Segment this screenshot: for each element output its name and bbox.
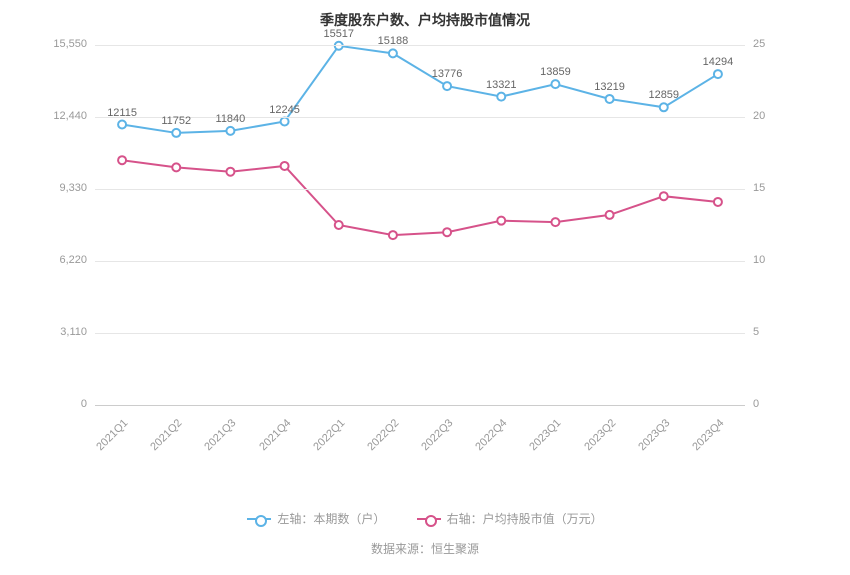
- gridline: [95, 189, 745, 190]
- series-marker: [172, 163, 180, 171]
- gridline: [95, 261, 745, 262]
- data-label: 12245: [269, 104, 300, 116]
- series-line: [122, 160, 718, 235]
- legend-item-right: 右轴：户均持股市值（万元）: [417, 510, 603, 527]
- data-label: 13219: [594, 81, 625, 93]
- gridline: [95, 405, 745, 406]
- series-marker: [281, 118, 289, 126]
- data-label: 11840: [216, 113, 246, 125]
- y-axis-left-label: 3,110: [60, 326, 95, 338]
- series-marker: [335, 221, 343, 229]
- series-marker: [389, 231, 397, 239]
- chart-title: 季度股东户数、户均持股市值情况: [0, 0, 850, 30]
- chart-container: 季度股东户数、户均持股市值情况 03,1106,2209,33012,44015…: [0, 0, 850, 575]
- legend: 左轴：本期数（户） 右轴：户均持股市值（万元）: [0, 510, 850, 527]
- series-marker: [226, 127, 234, 135]
- series-marker: [389, 49, 397, 57]
- series-marker: [226, 168, 234, 176]
- y-axis-right-label: 10: [745, 254, 765, 266]
- x-axis-label: 2022Q1: [311, 417, 347, 453]
- series-marker: [118, 156, 126, 164]
- series-marker: [443, 228, 451, 236]
- data-label: 12859: [648, 89, 679, 101]
- y-axis-right-label: 20: [745, 110, 765, 122]
- series-marker: [714, 198, 722, 206]
- series-marker: [660, 192, 668, 200]
- y-axis-left-label: 9,330: [59, 182, 95, 194]
- y-axis-right-label: 15: [745, 182, 765, 194]
- source-text: 数据来源：恒生聚源: [0, 540, 850, 557]
- x-axis-label: 2023Q1: [528, 417, 564, 453]
- y-axis-left-label: 0: [81, 398, 95, 410]
- x-axis-label: 2021Q4: [257, 417, 293, 453]
- data-label: 12115: [107, 107, 137, 119]
- series-marker: [172, 129, 180, 137]
- data-label: 14294: [703, 56, 734, 68]
- gridline: [95, 117, 745, 118]
- x-axis-label: 2023Q4: [690, 417, 726, 453]
- series-marker: [714, 70, 722, 78]
- data-label: 15517: [323, 28, 354, 40]
- gridline: [95, 45, 745, 46]
- legend-label-right: 右轴：户均持股市值（万元）: [447, 510, 603, 527]
- series-marker: [606, 211, 614, 219]
- legend-label-left: 左轴：本期数（户）: [277, 510, 385, 527]
- series-marker: [551, 80, 559, 88]
- y-axis-left-label: 6,220: [59, 254, 95, 266]
- series-marker: [606, 95, 614, 103]
- series-marker: [660, 103, 668, 111]
- gridline: [95, 333, 745, 334]
- legend-marker-circle-icon: [247, 514, 271, 524]
- x-axis-label: 2021Q2: [149, 417, 185, 453]
- legend-item-left: 左轴：本期数（户）: [247, 510, 385, 527]
- x-axis-label: 2023Q3: [636, 417, 672, 453]
- x-axis-label: 2022Q2: [365, 417, 401, 453]
- x-axis-label: 2022Q3: [419, 417, 455, 453]
- series-marker: [497, 93, 505, 101]
- series-marker: [281, 162, 289, 170]
- legend-marker-circle-icon: [417, 514, 441, 524]
- y-axis-right-label: 5: [745, 326, 759, 338]
- y-axis-right-label: 0: [745, 398, 759, 410]
- y-axis-left-label: 12,440: [53, 110, 95, 122]
- series-line: [122, 46, 718, 133]
- data-label: 13321: [486, 79, 517, 91]
- y-axis-left-label: 15,550: [53, 38, 95, 50]
- x-axis-label: 2021Q1: [94, 417, 130, 453]
- y-axis-right-label: 25: [745, 38, 765, 50]
- series-marker: [443, 82, 451, 90]
- x-axis-label: 2023Q2: [582, 417, 618, 453]
- data-label: 13776: [432, 68, 463, 80]
- series-marker: [551, 218, 559, 226]
- series-marker: [118, 121, 126, 129]
- data-label: 15188: [378, 35, 409, 47]
- data-label: 11752: [161, 115, 191, 127]
- plot-area: 03,1106,2209,33012,44015,550051015202520…: [95, 45, 745, 405]
- data-label: 13859: [540, 66, 571, 78]
- x-axis-label: 2022Q4: [474, 417, 510, 453]
- x-axis-label: 2021Q3: [203, 417, 239, 453]
- series-marker: [497, 217, 505, 225]
